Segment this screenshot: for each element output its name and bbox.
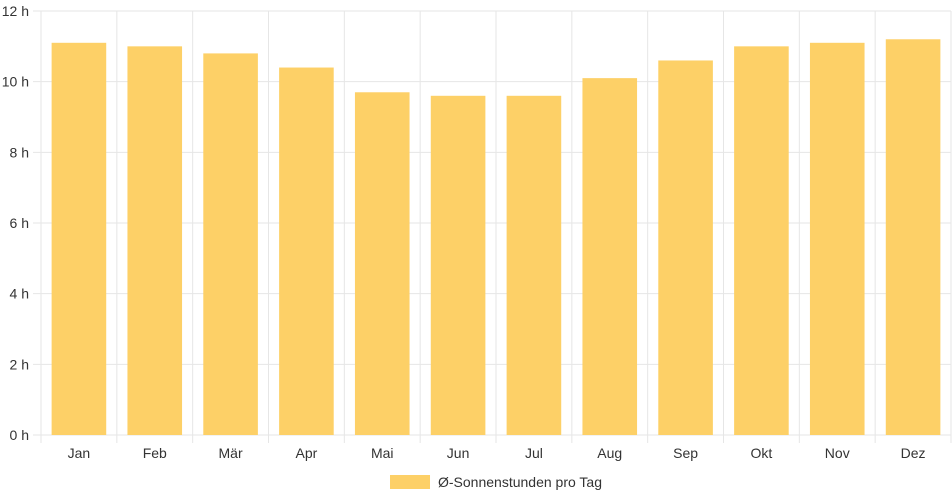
x-tick-label: Mär: [219, 445, 243, 461]
y-tick-label: 2 h: [10, 356, 29, 372]
x-tick-label: Mai: [371, 445, 394, 461]
x-tick-label: Feb: [143, 445, 167, 461]
bar[interactable]: [279, 67, 334, 436]
x-tick-label: Sep: [673, 445, 698, 461]
bar[interactable]: [430, 95, 486, 436]
y-tick-label: 10 h: [2, 74, 29, 90]
x-tick-label: Jan: [68, 445, 91, 461]
legend-swatch: [390, 475, 431, 489]
y-tick-label: 8 h: [10, 144, 29, 160]
y-tick-label: 6 h: [10, 215, 29, 231]
x-tick-label: Jun: [447, 445, 470, 461]
bar[interactable]: [658, 60, 713, 435]
x-tick-label: Nov: [825, 445, 850, 461]
x-tick-label: Jul: [525, 445, 543, 461]
x-tick-label: Okt: [751, 445, 773, 461]
y-tick-label: 4 h: [10, 286, 29, 302]
x-tick-label: Dez: [901, 445, 926, 461]
bar[interactable]: [354, 92, 410, 436]
bar[interactable]: [51, 42, 107, 436]
bars: [51, 39, 941, 436]
bar[interactable]: [127, 46, 183, 435]
bar[interactable]: [506, 95, 562, 436]
bar[interactable]: [809, 42, 865, 436]
x-tick-label: Aug: [597, 445, 622, 461]
y-tick-label: 0 h: [10, 427, 29, 443]
bar[interactable]: [203, 53, 258, 436]
bar[interactable]: [885, 39, 941, 436]
legend-label: Ø-Sonnenstunden pro Tag: [438, 474, 602, 490]
legend[interactable]: Ø-Sonnenstunden pro Tag: [390, 474, 602, 490]
y-tick-label: 12 h: [2, 3, 29, 19]
bar[interactable]: [734, 46, 789, 435]
grid-lines: [33, 10, 952, 443]
bar[interactable]: [582, 78, 638, 435]
axes: 0 h 2 h 4 h 6 h 8 h 10 h 12 h Jan Feb Mär Apr Mai Ju…: [2, 3, 926, 461]
x-tick-label: Apr: [296, 445, 318, 461]
